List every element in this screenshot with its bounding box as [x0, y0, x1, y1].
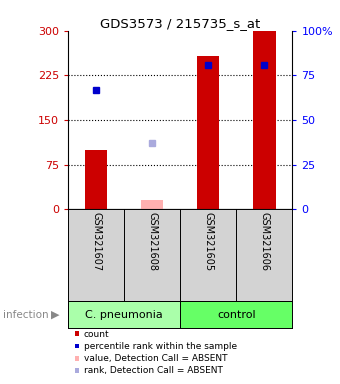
- Text: GSM321605: GSM321605: [203, 212, 213, 271]
- Bar: [68, 301, 180, 328]
- Text: GSM321607: GSM321607: [91, 212, 101, 271]
- Text: value, Detection Call = ABSENT: value, Detection Call = ABSENT: [84, 354, 227, 363]
- Bar: [85, 150, 107, 209]
- Text: GSM321606: GSM321606: [259, 212, 269, 271]
- Bar: [180, 301, 292, 328]
- Bar: [253, 31, 275, 209]
- Text: count: count: [84, 329, 109, 339]
- Text: C. pneumonia: C. pneumonia: [85, 310, 163, 320]
- Text: rank, Detection Call = ABSENT: rank, Detection Call = ABSENT: [84, 366, 223, 376]
- Text: infection: infection: [3, 310, 49, 320]
- Text: GSM321608: GSM321608: [147, 212, 157, 271]
- Text: ▶: ▶: [51, 310, 60, 320]
- Text: percentile rank within the sample: percentile rank within the sample: [84, 342, 237, 351]
- Text: control: control: [217, 310, 256, 320]
- Bar: [197, 56, 219, 209]
- Bar: [141, 200, 163, 209]
- Text: GDS3573 / 215735_s_at: GDS3573 / 215735_s_at: [100, 17, 260, 30]
